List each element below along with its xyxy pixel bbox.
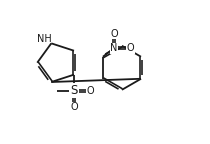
Text: O: O [126,43,134,53]
Text: S: S [70,84,78,97]
Text: O: O [110,29,118,39]
Text: O: O [70,102,78,112]
Text: O: O [87,86,94,96]
Text: NH: NH [37,34,52,44]
Text: N: N [110,43,118,53]
